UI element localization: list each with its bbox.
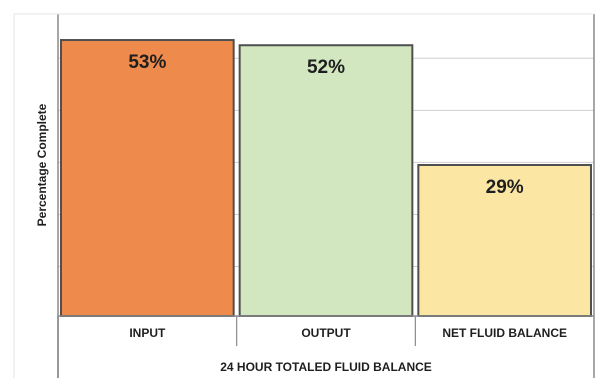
bar-net-fluid-balance (417, 164, 593, 317)
bars (60, 39, 593, 317)
data-labels: 53% 52% 29% (128, 52, 523, 198)
tick-label-net-fluid-balance: NET FLUID BALANCE (442, 326, 567, 340)
axes (13, 13, 595, 378)
tick-label-output: OUTPUT (301, 326, 351, 340)
data-label: 29% (486, 177, 524, 198)
x-axis-label: 24 HOUR TOTALED FLUID BALANCE (220, 360, 432, 374)
bar-input (60, 39, 235, 317)
data-label: 53% (128, 52, 166, 73)
y-axis-label: Percentage Complete (35, 103, 49, 226)
data-label: 52% (307, 57, 345, 78)
bar-output (238, 44, 414, 317)
tick-label-input: INPUT (129, 326, 166, 340)
category-tick-labels: INPUT OUTPUT NET FLUID BALANCE (129, 326, 567, 340)
